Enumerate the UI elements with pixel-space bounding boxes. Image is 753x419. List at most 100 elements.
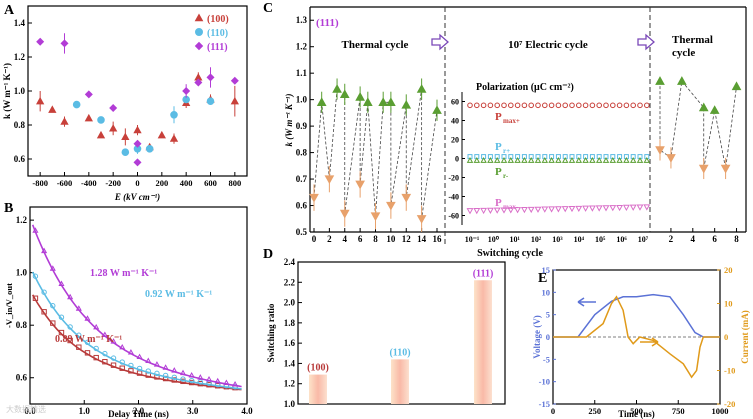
data-point bbox=[75, 305, 82, 311]
x-tick-label: 10⁷ bbox=[638, 235, 649, 244]
y-tick-label: 0.6 bbox=[14, 154, 26, 164]
data-point bbox=[50, 320, 56, 326]
y-axis-label: -V_in/V_out bbox=[4, 283, 14, 328]
data-point bbox=[473, 208, 481, 215]
data-point bbox=[480, 102, 487, 109]
data-point bbox=[119, 365, 125, 371]
data-point bbox=[119, 359, 125, 365]
data-point bbox=[133, 125, 142, 134]
x-tick-label: 10 bbox=[386, 234, 396, 244]
data-point bbox=[596, 102, 603, 109]
data-point bbox=[480, 207, 488, 215]
data-point bbox=[636, 204, 644, 211]
x-tick-label: 750 bbox=[672, 406, 685, 416]
data-point bbox=[145, 357, 152, 364]
data-point bbox=[32, 227, 39, 233]
data-point bbox=[655, 146, 665, 155]
data-point bbox=[542, 102, 548, 109]
data-point bbox=[136, 365, 143, 372]
data-point bbox=[109, 124, 118, 132]
y-tick-label: 2.4 bbox=[284, 257, 296, 267]
data-point bbox=[569, 102, 575, 109]
data-point bbox=[93, 345, 99, 352]
data-point bbox=[171, 374, 178, 381]
y-tick-label: 1.2 bbox=[16, 215, 28, 225]
data-point bbox=[623, 102, 630, 109]
x-tick-label: 6 bbox=[712, 234, 717, 244]
curve-label: 0.89 W m⁻¹ K⁻¹ bbox=[55, 334, 122, 345]
current-line bbox=[553, 295, 720, 379]
data-point bbox=[58, 329, 65, 336]
data-point bbox=[595, 156, 603, 163]
data-point bbox=[162, 364, 169, 370]
data-point bbox=[555, 102, 562, 109]
data-point bbox=[575, 156, 583, 163]
data-point bbox=[76, 344, 82, 350]
data-point bbox=[110, 355, 117, 361]
data-point bbox=[548, 102, 555, 109]
y-tick-label: 0 bbox=[546, 332, 550, 342]
data-point bbox=[133, 158, 142, 167]
data-point bbox=[493, 207, 501, 214]
section-title: Thermal cycle bbox=[342, 39, 409, 51]
data-point bbox=[720, 164, 731, 174]
data-point bbox=[162, 372, 169, 379]
data-point bbox=[609, 205, 617, 212]
data-point bbox=[636, 156, 644, 163]
arrow-icon bbox=[577, 297, 596, 307]
data-point bbox=[182, 86, 191, 96]
x-tick-label: 10⁴ bbox=[574, 235, 585, 244]
bar bbox=[391, 359, 409, 404]
y-tick-label: 1.2 bbox=[14, 52, 26, 62]
data-point bbox=[214, 377, 221, 384]
x-tick-label: 8 bbox=[373, 234, 378, 244]
data-point bbox=[49, 265, 56, 271]
data-point bbox=[432, 105, 442, 114]
y-tick-label: 0.8 bbox=[296, 148, 308, 158]
x-tick-label: 0 bbox=[135, 178, 139, 188]
data-point bbox=[206, 97, 215, 105]
y-tick-label: 0.8 bbox=[16, 320, 28, 330]
data-point bbox=[153, 361, 160, 367]
legend-marker bbox=[194, 13, 204, 22]
data-point bbox=[643, 204, 651, 211]
legend-label: (111) bbox=[207, 42, 228, 53]
data-point bbox=[616, 204, 624, 212]
data-point bbox=[145, 145, 154, 153]
data-point bbox=[223, 379, 230, 385]
data-point bbox=[119, 343, 126, 350]
data-point bbox=[101, 331, 108, 337]
data-point bbox=[401, 99, 412, 109]
data-point bbox=[527, 206, 535, 214]
data-point bbox=[197, 379, 204, 385]
data-point bbox=[50, 303, 56, 309]
panel-letter: D bbox=[263, 247, 273, 262]
y-axis-label: k (W m⁻¹ K⁻¹) bbox=[284, 94, 294, 147]
data-point bbox=[698, 102, 709, 112]
x-tick-label: 400 bbox=[180, 178, 193, 188]
data-point bbox=[145, 368, 151, 374]
legend-marker bbox=[194, 41, 204, 51]
curve-label: 1.28 W m⁻¹ K⁻¹ bbox=[90, 268, 157, 279]
y-tick-label: 1.3 bbox=[296, 15, 308, 25]
data-point bbox=[58, 314, 65, 320]
data-point bbox=[36, 96, 45, 105]
data-point bbox=[629, 204, 637, 211]
data-point bbox=[133, 139, 142, 148]
x-tick-label: 0 bbox=[551, 406, 555, 416]
x-tick-label: 4 bbox=[343, 234, 348, 244]
data-point bbox=[230, 76, 239, 85]
data-point bbox=[582, 102, 589, 109]
x-tick-label: 10⁰ bbox=[488, 235, 500, 244]
data-point bbox=[527, 156, 535, 163]
data-point bbox=[362, 97, 373, 106]
legend-label: (110) bbox=[207, 28, 228, 39]
data-point bbox=[494, 102, 501, 109]
data-point bbox=[466, 156, 474, 163]
data-point bbox=[473, 156, 481, 163]
data-point bbox=[339, 209, 350, 219]
data-point bbox=[67, 324, 73, 330]
data-point bbox=[170, 111, 178, 119]
panel-letter: A bbox=[4, 3, 15, 18]
